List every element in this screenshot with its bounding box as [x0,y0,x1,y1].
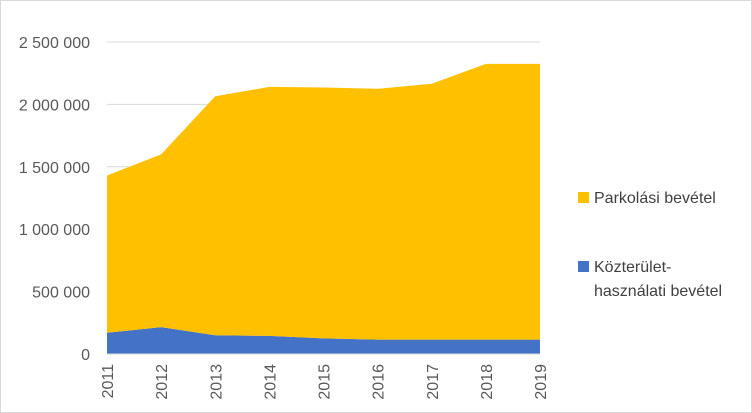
x-tick-label: 2019 [533,364,550,400]
x-tick-label: 2017 [425,364,442,400]
area-series [107,63,540,354]
y-tick-label: 1 000 000 [19,222,90,239]
y-tick-label: 2 000 000 [19,97,90,114]
legend-label-0: használati bevétel [594,283,722,300]
x-tick-label: 2013 [208,364,225,400]
x-tick-label: 2014 [262,364,279,400]
axes: 0 500 000 1 000 000 1 500 000 2 000 000 2 500… [19,35,550,400]
y-tick-label: 2 500 000 [19,35,90,52]
x-tick-label: 2018 [479,364,496,400]
x-tick-label: 2016 [371,364,388,400]
area-series-0 [107,327,540,354]
area-series-1 [107,63,540,340]
y-tick-label: 0 [81,347,90,364]
y-tick-label: 1 500 000 [19,160,90,177]
x-tick-label: 2015 [317,364,334,400]
legend-label-1: Parkolási bevétel [594,190,716,207]
y-tick-label: 500 000 [32,285,90,302]
legend-swatch-1 [578,192,589,203]
x-tick-label: 2012 [154,364,171,400]
legend-label-0: Közterület- [594,259,671,276]
legend-swatch-0 [578,261,589,272]
x-tick-label: 2011 [100,364,117,399]
legend: Parkolási bevétel Közterület-használati b… [578,190,722,300]
